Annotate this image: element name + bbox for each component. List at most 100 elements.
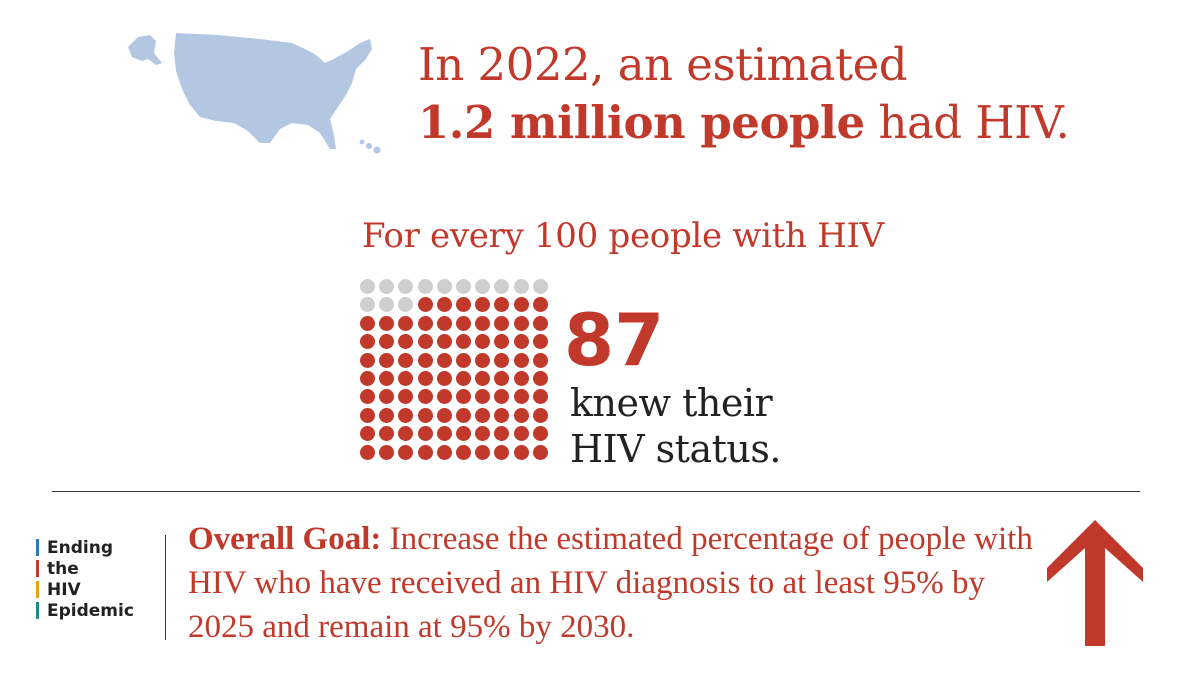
dot-empty: [379, 279, 395, 294]
dot-filled: [456, 352, 471, 368]
dot-filled: [398, 334, 414, 350]
dot-filled: [379, 334, 395, 350]
dot-filled: [532, 315, 548, 331]
dot-filled: [398, 407, 414, 423]
dot-filled: [379, 444, 395, 460]
dot-filled: [475, 315, 491, 331]
ending-hiv-epidemic-logo: Ending the HIV Epidemic: [36, 537, 166, 621]
stat-caption-line1: knew their: [570, 381, 773, 425]
stat-caption: knew their HIV status.: [570, 380, 781, 472]
dot-empty: [360, 279, 375, 294]
logo-word-epidemic: Epidemic: [47, 600, 134, 621]
dot-filled: [398, 444, 414, 460]
dot-empty: [436, 279, 452, 294]
dot-filled: [417, 352, 433, 368]
logo-line: the: [36, 558, 166, 579]
dot-filled: [456, 426, 471, 442]
dot-filled: [475, 371, 491, 386]
dot-filled: [436, 297, 452, 313]
dot-empty: [398, 297, 414, 313]
dot-filled: [513, 407, 529, 423]
dot-filled: [532, 371, 548, 386]
dot-empty: [513, 279, 529, 294]
dot-filled: [494, 426, 510, 442]
headline-line1: In 2022, an estimated: [418, 38, 908, 91]
dot-filled: [379, 315, 395, 331]
dot-filled: [532, 426, 548, 442]
dot-filled: [494, 297, 510, 313]
dot-filled: [475, 389, 491, 405]
dot-filled: [436, 334, 452, 350]
dot-filled: [417, 407, 433, 423]
logo-word-hiv: HIV: [47, 579, 81, 600]
dot-filled: [379, 389, 395, 405]
dot-filled: [360, 389, 375, 405]
dot-empty: [379, 297, 395, 313]
dot-filled: [456, 297, 471, 313]
headline: In 2022, an estimated 1.2 million people…: [418, 36, 1070, 152]
dot-empty: [417, 279, 433, 294]
logo-line: Ending: [36, 537, 166, 558]
dot-filled: [398, 352, 414, 368]
dot-filled: [456, 334, 471, 350]
stat-caption-line2: HIV status.: [570, 427, 781, 471]
section-divider: [52, 491, 1140, 492]
logo-line: Epidemic: [36, 600, 166, 621]
dot-filled: [456, 407, 471, 423]
dot-filled: [513, 352, 529, 368]
goal-text: Increase the estimated percentage of peo…: [188, 521, 1033, 645]
dot-filled: [532, 389, 548, 405]
dot-filled: [398, 426, 414, 442]
subhead: For every 100 people with HIV: [362, 216, 884, 256]
logo-line: HIV: [36, 579, 166, 600]
dot-filled: [513, 334, 529, 350]
dot-filled: [475, 352, 491, 368]
logo-word-ending: Ending: [47, 537, 113, 558]
overall-goal: Overall Goal: Increase the estimated per…: [188, 517, 1038, 649]
dot-filled: [456, 444, 471, 460]
dot-empty: [475, 279, 491, 294]
dot-filled: [417, 315, 433, 331]
dot-empty: [360, 297, 375, 313]
dot-filled: [360, 426, 375, 442]
logo-word-the: the: [47, 558, 79, 579]
dot-filled: [532, 407, 548, 423]
dot-filled: [436, 407, 452, 423]
dot-empty: [532, 279, 548, 294]
logo-bar-yellow: [36, 581, 39, 598]
dot-filled: [360, 352, 375, 368]
dot-filled: [360, 371, 375, 386]
dot-filled: [532, 444, 548, 460]
dot-filled: [513, 315, 529, 331]
dot-empty: [494, 279, 510, 294]
dot-filled: [494, 444, 510, 460]
logo-bar-teal: [36, 602, 39, 619]
logo-bar-red: [36, 560, 39, 577]
dot-filled: [436, 315, 452, 331]
dot-filled: [494, 389, 510, 405]
headline-line2-rest: had HIV.: [878, 96, 1070, 149]
dot-filled: [360, 407, 375, 423]
dot-filled: [475, 334, 491, 350]
dot-filled: [494, 315, 510, 331]
dot-filled: [436, 444, 452, 460]
dot-filled: [417, 297, 433, 313]
dot-grid: [360, 279, 550, 465]
us-map-icon: [128, 33, 381, 154]
dot-filled: [436, 352, 452, 368]
dot-filled: [398, 371, 414, 386]
dot-filled: [513, 389, 529, 405]
dot-filled: [398, 389, 414, 405]
goal-label: Overall Goal:: [188, 521, 382, 557]
dot-filled: [360, 315, 375, 331]
stat-value: 87: [564, 298, 665, 382]
dot-filled: [436, 389, 452, 405]
dot-filled: [360, 334, 375, 350]
dot-filled: [513, 371, 529, 386]
dot-filled: [456, 371, 471, 386]
dot-filled: [456, 315, 471, 331]
logo-divider: [165, 535, 166, 640]
dot-filled: [379, 407, 395, 423]
dot-filled: [475, 407, 491, 423]
dot-filled: [417, 426, 433, 442]
